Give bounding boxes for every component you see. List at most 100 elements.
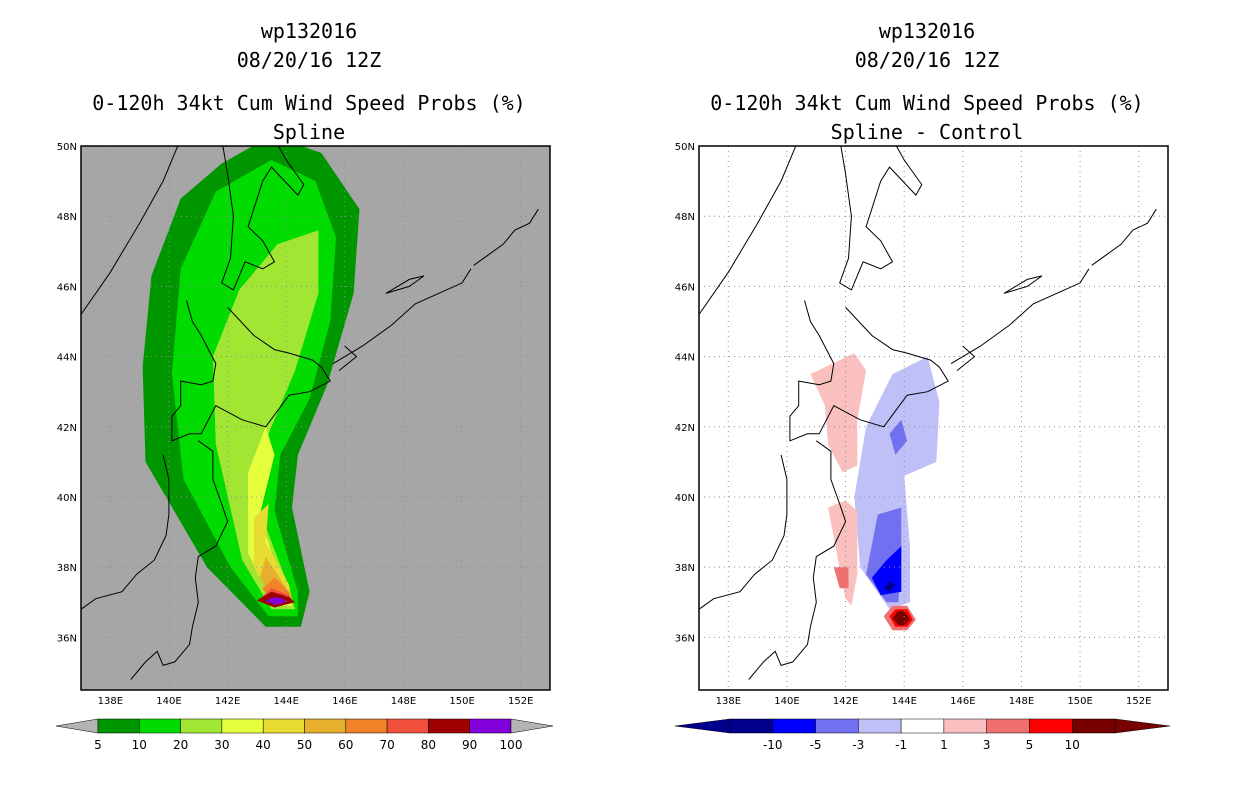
- coastline: [332, 268, 472, 365]
- y-tick-label: 38N: [675, 563, 695, 574]
- colorbar-swatch: [428, 718, 470, 734]
- colorbar-label: 5: [1026, 738, 1034, 752]
- colorbar-label: 5: [94, 738, 102, 752]
- coastline: [699, 146, 797, 315]
- coastline: [130, 440, 229, 680]
- colorbar-left-arrow: [55, 718, 99, 734]
- colorbar-swatch: [1071, 718, 1116, 734]
- plot-area: [81, 146, 550, 690]
- coastline: [473, 208, 539, 266]
- coastline: [699, 454, 788, 610]
- colorbar-swatch: [729, 718, 774, 734]
- coastline: [1091, 208, 1157, 266]
- colorbar-swatch: [986, 718, 1030, 734]
- x-tick-label: 144E: [273, 696, 298, 707]
- contour-level-90: [265, 597, 287, 605]
- colorbar-swatch: [858, 718, 902, 734]
- colorbar-swatch: [139, 718, 181, 734]
- colorbar-swatch: [221, 718, 264, 734]
- coastline: [385, 275, 425, 294]
- coastline: [956, 345, 976, 371]
- colorbar-swatch: [304, 718, 347, 734]
- chart-title-line: Spline: [273, 120, 345, 144]
- colorbar-swatch: [900, 718, 945, 734]
- x-tick-label: 150E: [449, 696, 474, 707]
- coastline: [81, 454, 170, 610]
- y-tick-label: 40N: [57, 493, 77, 504]
- colorbar-swatch: [345, 718, 388, 734]
- coastline: [1003, 275, 1043, 294]
- contour-level-20: [212, 230, 319, 610]
- y-tick-label: 42N: [675, 423, 695, 434]
- y-tick-label: 42N: [57, 423, 77, 434]
- y-tick-label: 38N: [57, 563, 77, 574]
- colorbar-label: -5: [810, 738, 822, 752]
- colorbar-swatch: [180, 718, 223, 734]
- coastline: [338, 345, 358, 371]
- contour-level-10: [892, 611, 910, 626]
- contour-level-neg5: [871, 546, 902, 596]
- colorbar-swatch: [815, 718, 859, 734]
- chart-title-line: wp132016: [879, 19, 975, 43]
- y-tick-label: 46N: [675, 282, 695, 293]
- x-tick-label: 152E: [1126, 696, 1151, 707]
- x-tick-label: 150E: [1067, 696, 1092, 707]
- coastline: [789, 300, 949, 442]
- colorbar-label: 10: [132, 738, 147, 752]
- x-tick-label: 152E: [508, 696, 533, 707]
- colorbar-label: 80: [421, 738, 436, 752]
- colorbar-label: 20: [173, 738, 188, 752]
- y-tick-label: 48N: [675, 212, 695, 223]
- y-tick-label: 48N: [57, 212, 77, 223]
- chart-title-line: Spline - Control: [831, 120, 1024, 144]
- x-tick-label: 140E: [156, 696, 181, 707]
- y-tick-label: 46N: [57, 282, 77, 293]
- colorbar-label: 3: [983, 738, 991, 752]
- colorbar-label: 50: [297, 738, 312, 752]
- left-panel: wp132016 08/20/16 12Z 0-120h 34kt Cum Wind…: [55, 19, 554, 752]
- coastline: [839, 146, 923, 291]
- colorbar-label: 70: [379, 738, 394, 752]
- coastline: [748, 440, 847, 680]
- coastline: [171, 300, 331, 442]
- contour-level-3: [833, 567, 849, 589]
- colorbar-label: 30: [214, 738, 229, 752]
- colorbar: -10 -5 -3 -1 1 3 5 10: [674, 718, 1171, 752]
- colorbar-swatch: [97, 718, 140, 734]
- colorbar-label: 10: [1065, 738, 1080, 752]
- x-tick-label: 148E: [1009, 696, 1034, 707]
- colorbar-swatch: [386, 718, 429, 734]
- y-tick-label: 50N: [675, 142, 695, 153]
- colorbar-label: -1: [895, 738, 907, 752]
- contour-level-neg10: [883, 581, 896, 592]
- colorbar-label: 40: [256, 738, 271, 752]
- plot-area: [699, 146, 1168, 690]
- colorbar-swatch: [1029, 718, 1073, 734]
- x-tick-label: 146E: [332, 696, 357, 707]
- coastline: [950, 268, 1090, 365]
- chart-title-line: wp132016: [261, 19, 357, 43]
- chart-title-line: 08/20/16 12Z: [855, 48, 1000, 72]
- x-tick-label: 142E: [215, 696, 240, 707]
- y-tick-label: 44N: [57, 353, 77, 364]
- x-tick-label: 138E: [98, 696, 123, 707]
- plot-frame: [698, 145, 1169, 691]
- colorbar-left-arrow: [674, 718, 731, 734]
- y-tick-label: 40N: [675, 493, 695, 504]
- y-tick-label: 36N: [675, 633, 695, 644]
- colorbar-label: 1: [940, 738, 948, 752]
- contour-level-1: [828, 500, 858, 606]
- colorbar-label: 100: [500, 738, 523, 752]
- colorbar-swatch: [772, 718, 816, 734]
- coastline: [221, 146, 305, 291]
- colorbar-label: -10: [763, 738, 783, 752]
- contour-level-neg3: [889, 419, 908, 455]
- y-tick-label: 44N: [675, 353, 695, 364]
- colorbar-label: 60: [338, 738, 353, 752]
- colorbar-right-arrow: [1114, 718, 1171, 734]
- y-tick-label: 50N: [57, 142, 77, 153]
- chart-title-line: 08/20/16 12Z: [237, 48, 382, 72]
- colorbar: 5 10 20 30 40 50 60 70 80 90 100: [55, 718, 554, 752]
- x-tick-label: 140E: [774, 696, 799, 707]
